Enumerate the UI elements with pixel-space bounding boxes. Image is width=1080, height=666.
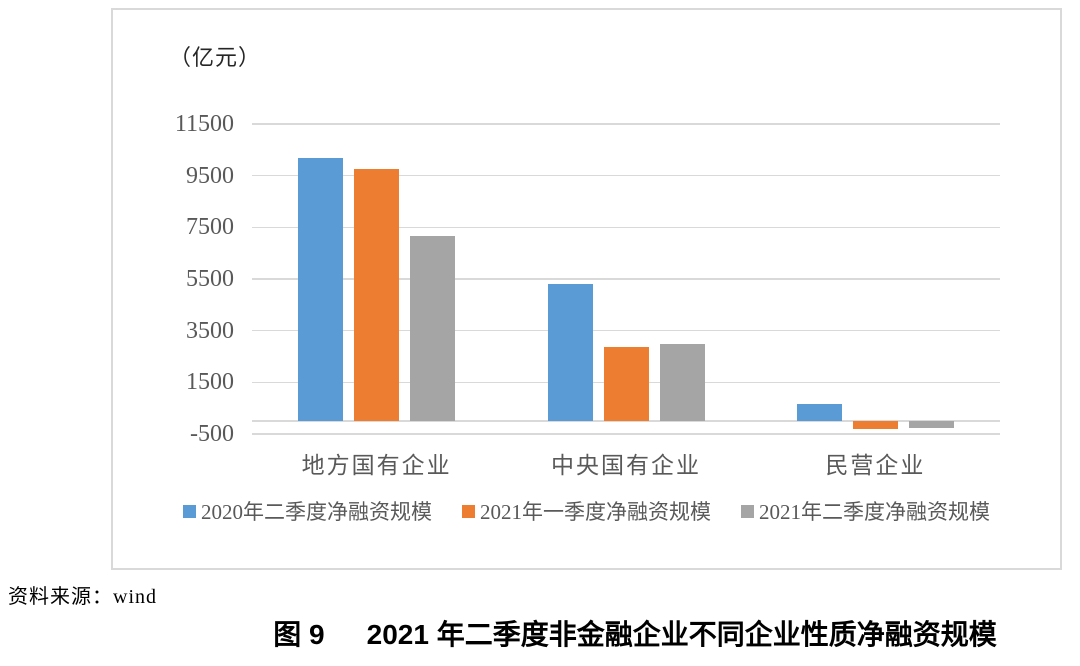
y-tick-label--500: -500	[190, 421, 234, 447]
legend: 2020年二季度净融资规模 2021年一季度净融资规模 2021年二季度净融资规模	[113, 496, 1060, 526]
gridline-11500	[252, 123, 1000, 125]
source-note: 资料来源：wind	[8, 586, 157, 608]
legend-item-3: 2021年二季度净融资规模	[741, 496, 990, 526]
bar-series1-地方国有企业	[298, 157, 344, 422]
chart-frame: （亿元） 11500 9500 7500 5500 3500 1500 -500 地方国有企业…	[111, 8, 1062, 570]
figure-caption-number: 图 9	[273, 619, 325, 650]
bar-series2-民营企业	[852, 421, 898, 429]
figure-caption-title: 2021 年二季度非金融企业不同企业性质净融资规模	[366, 619, 997, 650]
legend-swatch-icon	[741, 504, 754, 518]
x-axis-line	[252, 420, 1000, 422]
legend-label: 2020年二季度净融资规模	[201, 500, 432, 524]
legend-item-2: 2021年一季度净融资规模	[462, 496, 711, 526]
bar-series2-地方国有企业	[354, 169, 400, 422]
gridline-9500	[252, 174, 1000, 177]
legend-swatch-icon	[462, 504, 475, 518]
x-category-label-1: 地方国有企业	[301, 453, 452, 478]
gridline--500	[252, 433, 1000, 435]
y-tick-label-11500: 11500	[174, 111, 234, 137]
bar-series3-中央国有企业	[659, 343, 705, 422]
bar-series3-地方国有企业	[410, 236, 456, 422]
gridline-7500	[252, 226, 1000, 229]
bar-series2-中央国有企业	[603, 347, 649, 422]
figure-caption: 图 9 2021 年二季度非金融企业不同企业性质净融资规模	[0, 613, 1080, 653]
legend-item-1: 2020年二季度净融资规模	[183, 496, 432, 526]
legend-label: 2021年一季度净融资规模	[480, 500, 711, 524]
gridline-5500	[252, 278, 1000, 280]
plot-area: 11500 9500 7500 5500 3500 1500 -500 地方国有企业 中央国有企…	[175, 112, 1000, 478]
legend-label: 2021年二季度净融资规模	[759, 500, 990, 524]
bar-series3-民营企业	[908, 421, 954, 428]
y-axis-unit-label: （亿元）	[169, 45, 262, 70]
legend-swatch-icon	[183, 504, 196, 518]
gridline-3500	[252, 329, 1000, 332]
y-tick-label-1500: 1500	[186, 369, 234, 396]
y-tick-label-9500: 9500	[186, 162, 234, 189]
x-category-label-3: 民营企业	[825, 453, 926, 478]
x-category-label-2: 中央国有企业	[551, 453, 701, 478]
y-tick-label-3500: 3500	[186, 317, 234, 344]
y-tick-label-5500: 5500	[186, 266, 234, 292]
bar-series1-中央国有企业	[547, 284, 593, 422]
bar-series1-民营企业	[796, 404, 842, 422]
y-tick-label-7500: 7500	[186, 214, 234, 241]
